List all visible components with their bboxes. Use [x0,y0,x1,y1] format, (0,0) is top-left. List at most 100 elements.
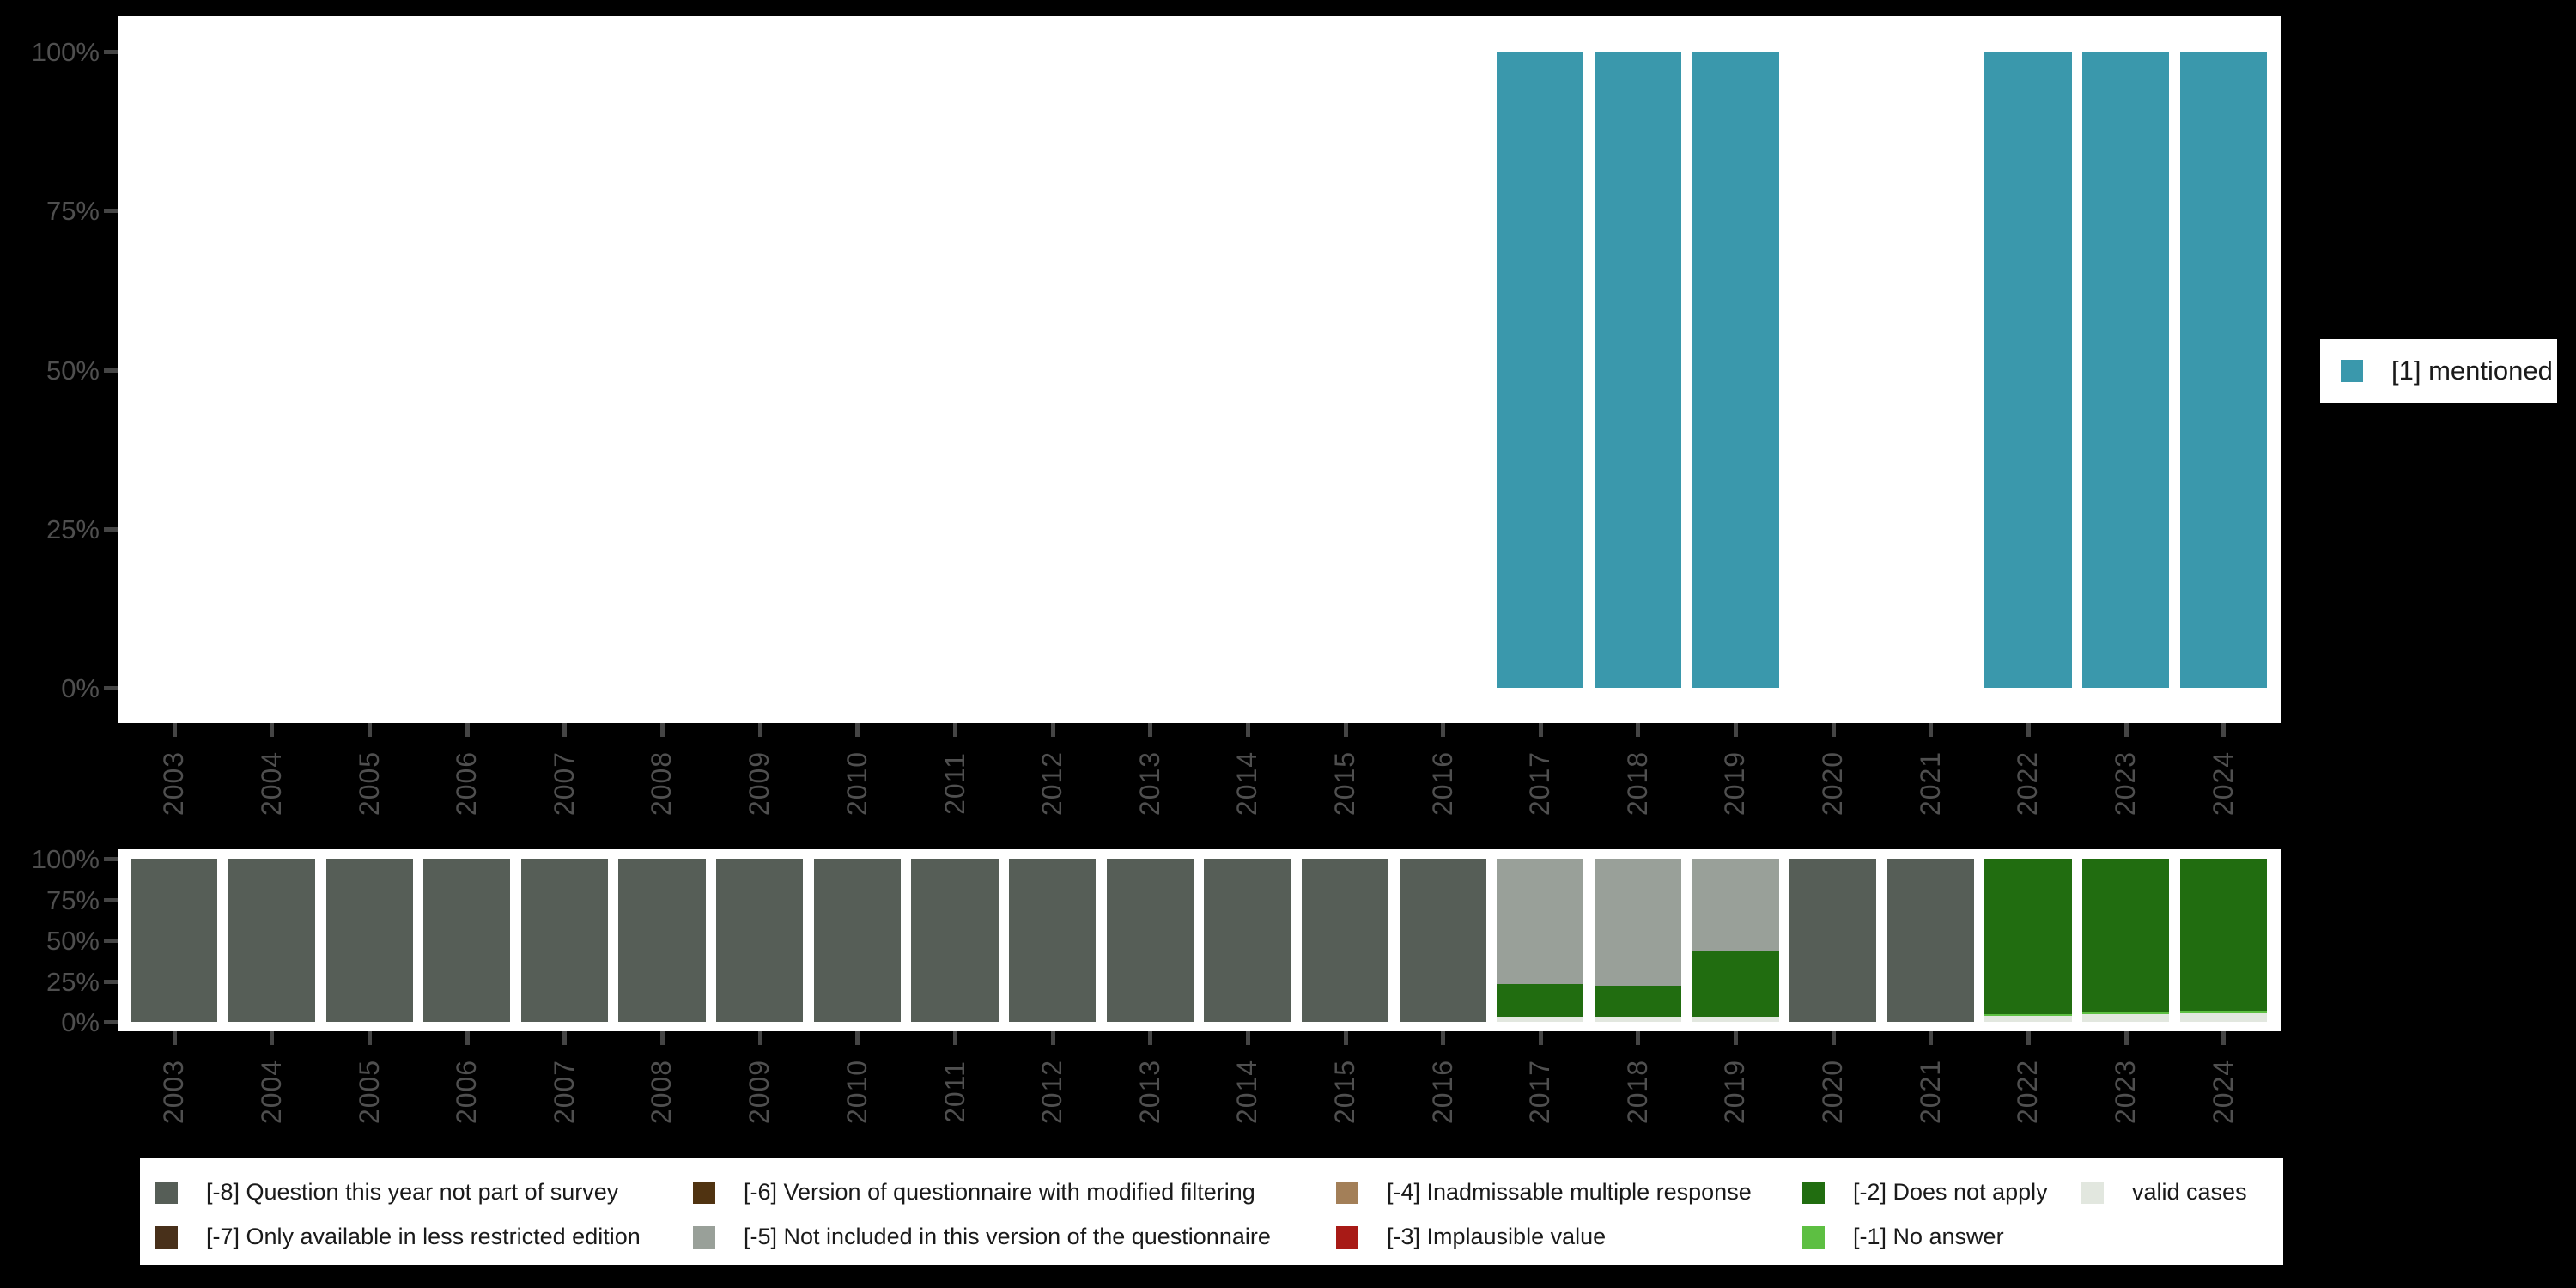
stacked-bar-slot-2024 [2174,859,2272,1022]
x-axis-tick [1199,723,1297,737]
x-axis-tick [1004,1031,1102,1045]
x-axis-tick-label: 2010 [808,735,906,831]
x-axis-tick [1589,1031,1687,1045]
year-label: 2020 [1817,750,1849,816]
x-axis-tick [516,1031,614,1045]
year-label: 2016 [1426,1059,1458,1124]
legend-swatch [1336,1225,1358,1249]
x-axis-tick [516,723,614,737]
tick-mark [1831,723,1836,737]
legend-swatch [693,1225,715,1249]
y-axis-tick-label: 0% [61,673,100,703]
year-label: 2009 [744,750,775,816]
x-axis-tick-label: 2004 [223,735,321,831]
tick-mark [1245,723,1250,737]
missing-values-plot-area [125,859,2272,1022]
bar-segment [1692,859,1779,952]
tick-mark [104,1020,118,1024]
year-label: 2019 [1719,1059,1751,1124]
bar-segment [813,859,901,1022]
bar-slot-2016 [1394,52,1492,688]
stacked-bar-slot-2023 [2077,859,2175,1022]
year-label: 2019 [1719,750,1751,816]
x-axis-tick-label: 2016 [1394,735,1492,831]
x-axis-tick-label: 2023 [2077,735,2175,831]
legend-entry: [-4] Inadmissable multiple response [1336,1179,1752,1205]
tick-mark [104,209,118,214]
bar-segment [2179,1012,2267,1022]
x-axis-tick-label: 2020 [1784,1043,1882,1139]
tick-mark [562,1031,568,1045]
x-axis-tick-label: 2015 [1297,1043,1394,1139]
year-label: 2003 [158,1059,190,1124]
year-label: 2014 [1231,750,1263,816]
year-label: 2004 [255,750,287,816]
mentioned-bar-2024 [2179,52,2267,688]
stacked-bar-2007 [520,859,608,1022]
stacked-bar-2009 [716,859,804,1022]
stacked-bar-2017 [1497,859,1584,1022]
x-axis-tick [1882,1031,1980,1045]
year-label: 2015 [1329,1059,1360,1124]
x-axis-tick-label: 2014 [1199,1043,1297,1139]
y-axis-tick-label: 0% [61,1007,100,1037]
x-axis-tick-label: 2006 [418,735,516,831]
legend-entry: [-3] Implausible value [1336,1224,1606,1249]
tick-mark [104,857,118,861]
legend-entry: [-2] Does not apply [1802,1179,2048,1205]
tick-mark [104,939,118,943]
bar-slot-2024 [2174,52,2272,688]
x-axis-tick-label: 2024 [2174,1043,2272,1139]
tick-mark [660,723,665,737]
legend-swatch [155,1181,178,1204]
bar-segment [1594,986,1681,1018]
bar-segment [228,859,316,1022]
x-axis-tick [1492,723,1589,737]
x-axis-tick-label: 2008 [613,1043,711,1139]
x-axis-tick [1101,723,1199,737]
year-label: 2003 [158,750,190,816]
tick-mark [1343,723,1348,737]
bar-slot-2018 [1589,52,1687,688]
tick-mark [465,1031,470,1045]
top-chart-x-ticks [125,723,2272,737]
bar-slot-2013 [1101,52,1199,688]
stacked-bar-slot-2005 [320,859,418,1022]
legend-entry: valid cases [2081,1179,2247,1205]
legend-swatch [155,1225,178,1249]
year-label: 2004 [255,1059,287,1124]
x-axis-tick [808,1031,906,1045]
tick-mark [1343,1031,1348,1045]
bar-segment [1497,859,1584,985]
tick-mark [1636,1031,1641,1045]
legend-entry: [-1] No answer [1802,1224,2004,1249]
stacked-bar-2021 [1886,859,1974,1022]
legend-label: [-7] Only available in less restricted e… [206,1224,641,1249]
stacked-bar-slot-2010 [808,859,906,1022]
x-axis-tick-label: 2009 [711,1043,809,1139]
x-axis-tick-label: 2005 [320,1043,418,1139]
x-axis-tick [1882,723,1980,737]
mentioned-bar-2018 [1594,52,1681,688]
x-axis-tick-label: 2015 [1297,735,1394,831]
stacked-bar-2018 [1594,859,1681,1022]
tick-mark [952,723,957,737]
tick-mark [1148,723,1153,737]
tick-mark [1441,1031,1446,1045]
mentioned-bar-2019 [1692,52,1779,688]
legend-label: [-8] Question this year not part of surv… [206,1179,619,1205]
year-label: 2005 [353,1059,385,1124]
year-label: 2021 [1914,750,1946,816]
bar-segment [618,859,706,1022]
bar-segment [1594,1017,1681,1022]
legend-swatch [1802,1181,1825,1204]
year-label: 2013 [1133,750,1165,816]
x-axis-tick-label: 2004 [223,1043,321,1139]
stacked-bar-slot-2017 [1492,859,1589,1022]
bar-segment [325,859,413,1022]
x-axis-tick-label: 2003 [125,1043,223,1139]
tick-mark [172,723,177,737]
x-axis-tick-label: 2023 [2077,1043,2175,1139]
stacked-bar-slot-2021 [1882,859,1980,1022]
